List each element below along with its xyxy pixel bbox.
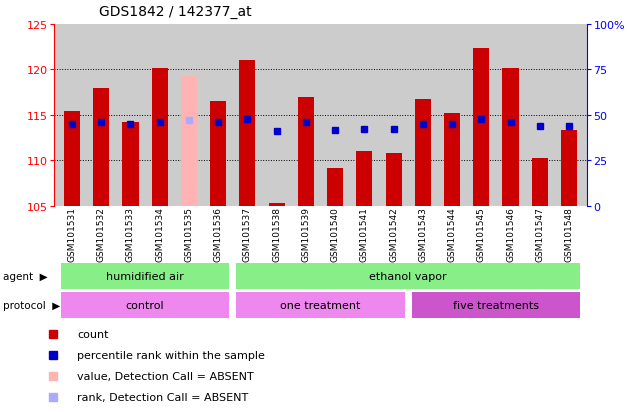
Text: GSM101531: GSM101531 (67, 206, 76, 261)
Text: GSM101534: GSM101534 (155, 206, 164, 261)
Text: humidified air: humidified air (106, 272, 184, 282)
Bar (64, 112, 80, 206)
Bar (412, 293, 580, 319)
Bar (237, 293, 404, 319)
Text: GSM101542: GSM101542 (389, 206, 398, 261)
Bar (473, 49, 489, 206)
Bar (531, 158, 548, 206)
Bar (61, 293, 229, 319)
Text: GSM101532: GSM101532 (97, 206, 106, 261)
Text: GSM101548: GSM101548 (565, 206, 574, 261)
Text: GSM101541: GSM101541 (360, 206, 369, 261)
Bar (237, 264, 580, 290)
Text: rank, Detection Call = ABSENT: rank, Detection Call = ABSENT (77, 392, 248, 402)
Bar (152, 69, 168, 206)
Text: GSM101537: GSM101537 (243, 206, 252, 261)
Bar (122, 123, 138, 206)
Bar (239, 61, 256, 206)
Text: GDS1842 / 142377_at: GDS1842 / 142377_at (99, 5, 252, 19)
Text: protocol  ▶: protocol ▶ (3, 301, 60, 311)
Text: GSM101535: GSM101535 (185, 206, 194, 261)
Bar (181, 76, 197, 206)
Text: ethanol vapor: ethanol vapor (369, 272, 447, 282)
Text: GSM101539: GSM101539 (301, 206, 310, 261)
Text: control: control (126, 301, 165, 311)
Bar (356, 152, 372, 206)
Text: percentile rank within the sample: percentile rank within the sample (77, 350, 265, 360)
Text: GSM101544: GSM101544 (447, 206, 456, 261)
Bar (385, 154, 402, 206)
Bar (503, 69, 519, 206)
Text: value, Detection Call = ABSENT: value, Detection Call = ABSENT (77, 371, 254, 381)
Text: five treatments: five treatments (453, 301, 539, 311)
Bar (210, 102, 226, 206)
Text: GSM101545: GSM101545 (477, 206, 486, 261)
Text: GSM101540: GSM101540 (331, 206, 340, 261)
Bar (61, 264, 229, 290)
Bar (415, 100, 431, 206)
Text: GSM101536: GSM101536 (213, 206, 222, 261)
Bar (327, 169, 343, 206)
Bar (444, 114, 460, 206)
Text: GSM101538: GSM101538 (272, 206, 281, 261)
Text: GSM101546: GSM101546 (506, 206, 515, 261)
Bar (93, 88, 110, 206)
Bar (298, 97, 314, 206)
Bar (269, 204, 285, 206)
Text: GSM101543: GSM101543 (419, 206, 428, 261)
Text: GSM101547: GSM101547 (535, 206, 544, 261)
Text: count: count (77, 329, 108, 339)
Text: GSM101533: GSM101533 (126, 206, 135, 261)
Text: agent  ▶: agent ▶ (3, 272, 48, 282)
Text: one treatment: one treatment (280, 301, 361, 311)
Bar (561, 131, 577, 206)
